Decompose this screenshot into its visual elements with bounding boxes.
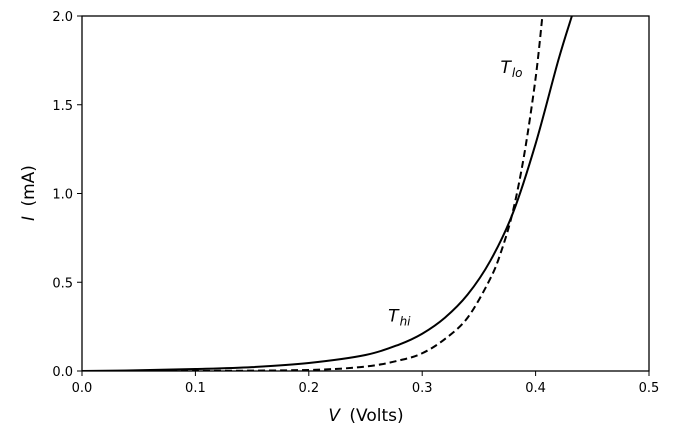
series-line-solid xyxy=(82,16,573,371)
x-axis-label: V (Volts) xyxy=(328,406,403,426)
series-annotation: Tlo xyxy=(500,58,522,80)
y-tick-label: 0.5 xyxy=(52,276,73,291)
x-tick-label: 0.0 xyxy=(72,381,93,396)
y-axis-label: I (mA) xyxy=(19,165,39,221)
series-annotation: Thi xyxy=(388,306,411,328)
x-tick-label: 0.1 xyxy=(185,381,206,396)
axis-ticks: 0.0 0.1 0.2 0.3 0.4 0.5 0.0 0.5 1.0 1.5 2.0 xyxy=(52,10,659,396)
plot-frame xyxy=(81,15,650,372)
x-tick-label: 0.2 xyxy=(298,381,319,396)
y-tick-label: 2.0 xyxy=(52,10,73,25)
y-tick-label: 1.0 xyxy=(52,188,73,203)
y-tick-label: 0.0 xyxy=(52,365,73,380)
x-tick-label: 0.3 xyxy=(412,381,433,396)
series-line-dashed xyxy=(82,16,544,371)
x-tick-label: 0.4 xyxy=(525,381,546,396)
y-tick-label: 1.5 xyxy=(52,99,73,114)
x-tick-label: 0.5 xyxy=(639,381,660,396)
plot-area: Thi Tlo xyxy=(82,16,573,371)
